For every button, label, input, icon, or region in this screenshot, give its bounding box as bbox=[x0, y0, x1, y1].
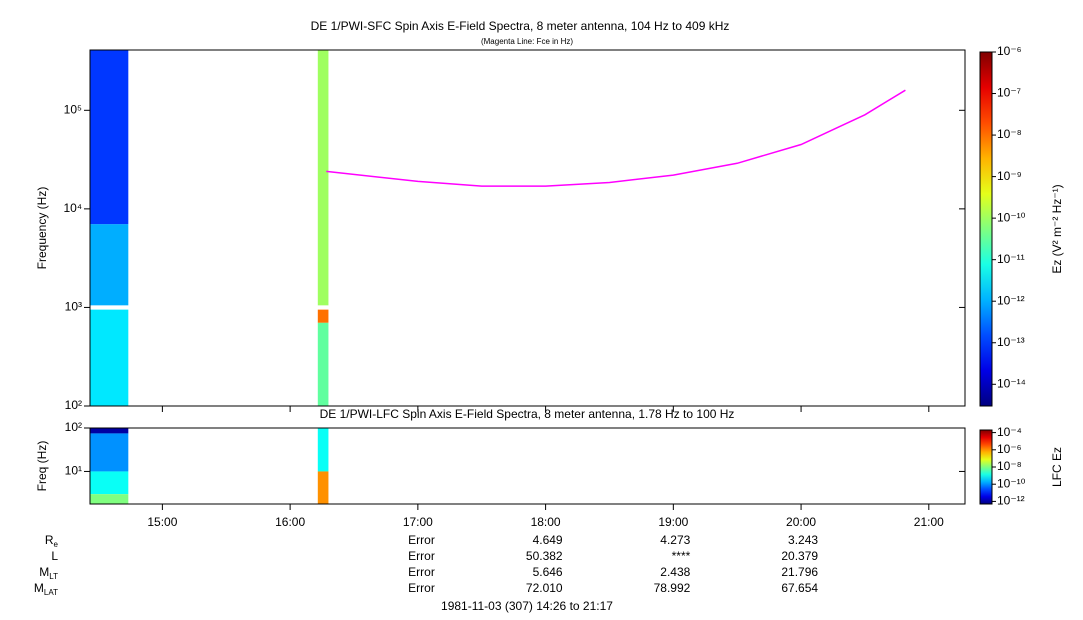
ephemeris-value: 2.438 bbox=[660, 565, 690, 579]
ephemeris-value: 72.010 bbox=[526, 581, 563, 595]
chart-subtitle: (Magenta Line: Fce in Hz) bbox=[481, 37, 573, 46]
colorbar-tick-label: 10⁻⁴ bbox=[997, 425, 1022, 439]
x-tick-label: 19:00 bbox=[658, 515, 688, 529]
spectrogram-cell bbox=[317, 309, 329, 323]
colorbar-tick-label: 10⁻⁸ bbox=[997, 459, 1022, 473]
label-sub: LAT bbox=[44, 588, 58, 597]
ephemeris-value: 78.992 bbox=[654, 581, 691, 595]
label-sub: e bbox=[54, 540, 59, 549]
y-tick-label: 10⁵ bbox=[64, 102, 82, 116]
ephemeris-value: Error bbox=[408, 565, 435, 579]
colorbar-tick-label: 10⁻¹¹ bbox=[997, 252, 1025, 266]
colorbar-tick-label: 10⁻⁶ bbox=[997, 442, 1022, 456]
y-tick-label: 10² bbox=[65, 398, 82, 412]
chart-title: DE 1/PWI-LFC Spin Axis E-Field Spectra, … bbox=[320, 407, 735, 421]
y-axis-label: Frequency (Hz) bbox=[35, 187, 49, 270]
x-tick-label: 20:00 bbox=[786, 515, 816, 529]
colorbar-label: LFC Ez bbox=[1050, 447, 1064, 487]
colorbar-tick-label: 10⁻¹⁰ bbox=[997, 210, 1026, 224]
label-sub: LT bbox=[49, 572, 58, 581]
y-tick-label: 10¹ bbox=[65, 464, 82, 478]
y-tick-label: 10⁴ bbox=[63, 201, 82, 215]
y-axis-label: Freq (Hz) bbox=[35, 441, 49, 492]
colorbar-tick-label: 10⁻¹⁴ bbox=[997, 376, 1026, 390]
plot-frame bbox=[89, 427, 966, 505]
colorbar-tick-label: 10⁻¹² bbox=[997, 293, 1025, 307]
y-tick-label: 10³ bbox=[65, 300, 82, 314]
ephemeris-value: Error bbox=[408, 533, 435, 547]
ephemeris-value: 5.646 bbox=[533, 565, 563, 579]
plot-frame bbox=[89, 49, 966, 407]
ephemeris-value: **** bbox=[672, 549, 691, 563]
ephemeris-value: 4.649 bbox=[533, 533, 563, 547]
colorbar bbox=[979, 51, 993, 407]
y-tick-label: 10² bbox=[65, 420, 82, 434]
ephemeris-value: 4.273 bbox=[660, 533, 690, 547]
label-main: L bbox=[51, 549, 58, 563]
fce-line bbox=[326, 89, 906, 187]
ephemeris-value: Error bbox=[408, 581, 435, 595]
spectrogram-cell bbox=[90, 471, 129, 495]
ephemeris-value: Error bbox=[408, 549, 435, 563]
colorbar-label: Ez (V² m⁻² Hz⁻¹) bbox=[1050, 184, 1064, 273]
colorbar-tick-label: 10⁻⁸ bbox=[997, 127, 1022, 141]
colorbar-tick-label: 10⁻¹² bbox=[997, 494, 1025, 508]
ephemeris-label: MLT bbox=[39, 565, 58, 581]
ephemeris-label: MLAT bbox=[34, 581, 58, 597]
spectrogram-cell bbox=[317, 471, 329, 504]
ephemeris-value: 50.382 bbox=[526, 549, 563, 563]
colorbar-tick-label: 10⁻⁷ bbox=[997, 86, 1021, 100]
spectrogram-cell bbox=[317, 50, 329, 306]
spectrogram-cell bbox=[90, 309, 129, 406]
x-tick-label: 17:00 bbox=[403, 515, 433, 529]
x-tick-label: 15:00 bbox=[147, 515, 177, 529]
label-main: R bbox=[45, 533, 54, 547]
colorbar bbox=[979, 429, 993, 505]
label-main: M bbox=[34, 581, 44, 595]
ephemeris-value: 21.796 bbox=[781, 565, 818, 579]
x-tick-label: 21:00 bbox=[914, 515, 944, 529]
colorbar-tick-label: 10⁻¹⁰ bbox=[997, 476, 1026, 490]
ephemeris-label: L bbox=[51, 549, 58, 563]
colorbar-tick-label: 10⁻¹³ bbox=[997, 335, 1025, 349]
ephemeris-label: Re bbox=[45, 533, 59, 549]
spectrogram-cell bbox=[90, 433, 129, 472]
colorbar-tick-label: 10⁻⁶ bbox=[997, 44, 1022, 58]
x-tick-label: 18:00 bbox=[531, 515, 561, 529]
spectrogram-cell bbox=[90, 50, 129, 225]
ephemeris-value: 20.379 bbox=[781, 549, 818, 563]
chart-title: DE 1/PWI-SFC Spin Axis E-Field Spectra, … bbox=[311, 19, 730, 33]
spectrogram-cell bbox=[317, 428, 329, 472]
spectrogram-cell bbox=[317, 322, 329, 406]
ephemeris-value: 3.243 bbox=[788, 533, 818, 547]
spectrogram-cell bbox=[90, 224, 129, 306]
label-main: M bbox=[39, 565, 49, 579]
ephemeris-value: 67.654 bbox=[781, 581, 818, 595]
spectrogram-cell bbox=[90, 494, 129, 504]
x-tick-label: 16:00 bbox=[275, 515, 305, 529]
colorbar-tick-label: 10⁻⁹ bbox=[997, 169, 1022, 183]
spectrogram-cell bbox=[90, 428, 129, 434]
footer: 1981-11-03 (307) 14:26 to 21:17 bbox=[441, 599, 613, 613]
